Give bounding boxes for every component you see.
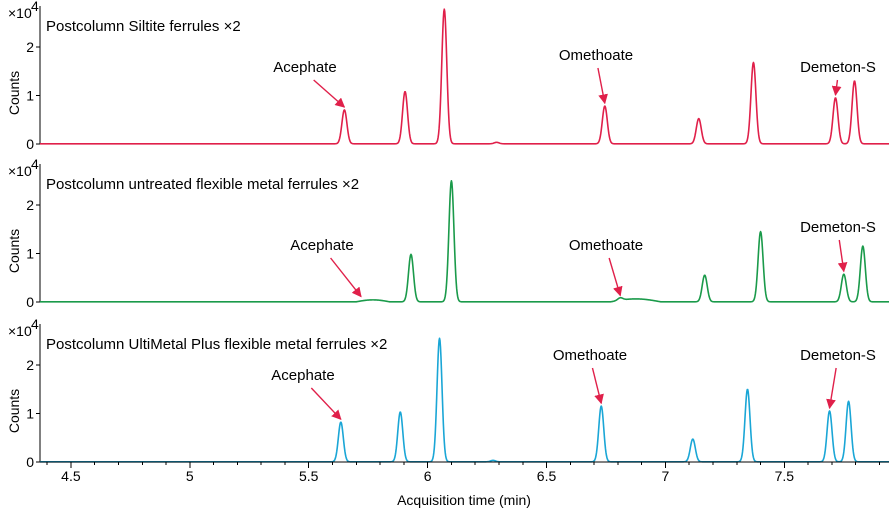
x-tick-label: 7 bbox=[662, 468, 670, 484]
y-scale-exponent: 4 bbox=[31, 316, 39, 332]
y-axis-title: Counts bbox=[6, 389, 22, 433]
y-scale-label: ×10 bbox=[8, 323, 32, 339]
x-axis: 4.5 5 5.5 6 6.5 7 7.5 Acquisition time (min) bbox=[40, 461, 889, 508]
peak-annotation-label: Omethoate bbox=[569, 237, 643, 254]
annotation-arrow bbox=[837, 239, 848, 273]
annotation-arrow bbox=[330, 257, 362, 298]
peak-annotation-label: Acephate bbox=[273, 59, 336, 76]
peak-annotation-label: Demeton-S bbox=[800, 347, 876, 364]
y-axis-title: Counts bbox=[6, 71, 22, 115]
y-scale-label: ×10 bbox=[8, 5, 32, 21]
peak-annotation-label: Omethoate bbox=[559, 47, 633, 64]
peak-annotation-label: Acephate bbox=[290, 237, 353, 254]
y-tick-label: 0 bbox=[26, 136, 34, 152]
annotation-arrow bbox=[608, 257, 623, 297]
x-tick-label: 5 bbox=[186, 468, 194, 484]
annotation-arrow bbox=[313, 79, 346, 108]
x-tick-label: 6.5 bbox=[537, 468, 557, 484]
annotation-arrow bbox=[826, 367, 837, 410]
annotation-arrow bbox=[310, 387, 342, 421]
annotation-arrow bbox=[831, 79, 842, 96]
y-tick-label: 0 bbox=[26, 454, 34, 470]
y-tick-label: 2 bbox=[26, 357, 34, 373]
x-tick-label: 7.5 bbox=[775, 468, 795, 484]
panel-title: Postcolumn Siltite ferrules ×2 bbox=[46, 18, 241, 35]
annotation-arrow bbox=[597, 67, 608, 105]
annotation-arrow bbox=[591, 367, 604, 405]
chromatogram-trace bbox=[39, 8, 889, 145]
y-tick-label: 1 bbox=[26, 246, 34, 262]
peak-annotation-label: Demeton-S bbox=[800, 219, 876, 236]
chromatogram-trace bbox=[39, 337, 889, 463]
y-tick-label: 2 bbox=[26, 39, 34, 55]
y-scale-label: ×10 bbox=[8, 163, 32, 179]
peak-annotation-label: Omethoate bbox=[553, 347, 627, 364]
y-tick-label: 1 bbox=[26, 406, 34, 422]
y-axis-title: Counts bbox=[6, 229, 22, 273]
y-scale-exponent: 4 bbox=[31, 0, 39, 14]
panel-title: Postcolumn UltiMetal Plus flexible metal… bbox=[46, 336, 387, 353]
y-tick-label: 1 bbox=[26, 88, 34, 104]
x-axis-title: Acquisition time (min) bbox=[397, 492, 531, 508]
x-tick-label: 4.5 bbox=[61, 468, 81, 484]
x-tick-label: 6 bbox=[424, 468, 432, 484]
panel-title: Postcolumn untreated flexible metal ferr… bbox=[46, 176, 359, 193]
y-scale-exponent: 4 bbox=[31, 156, 39, 172]
peak-annotation-label: Demeton-S bbox=[800, 59, 876, 76]
x-tick-label: 5.5 bbox=[299, 468, 319, 484]
peak-annotation-label: Acephate bbox=[271, 367, 334, 384]
y-tick-label: 2 bbox=[26, 197, 34, 213]
y-tick-label: 0 bbox=[26, 294, 34, 310]
chromatogram-trace bbox=[39, 179, 889, 303]
